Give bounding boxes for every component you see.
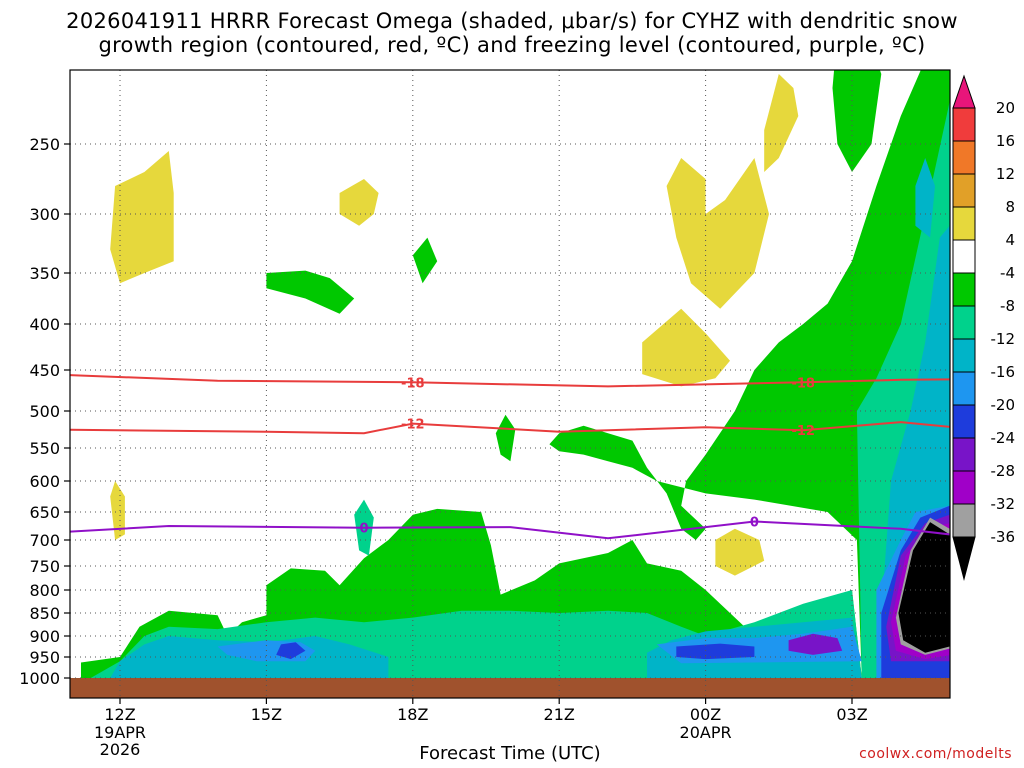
- temperature-contours: -18 -18 -12 -12 0 0: [70, 374, 950, 540]
- omega-region-blue-1: [276, 642, 306, 660]
- credit-link[interactable]: coolwx.com/modelts: [859, 746, 1012, 762]
- y-tick-label: 300: [29, 205, 60, 224]
- omega-region-top-green: [832, 70, 882, 172]
- omega-region-black-core: [898, 522, 950, 653]
- colorbar-label: -8: [1000, 297, 1015, 315]
- x-tick-label: 21Z: [544, 705, 575, 724]
- omega-region-cyan-top: [915, 158, 935, 238]
- y-tick-label: 650: [29, 503, 60, 522]
- colorbar-label: -12: [991, 330, 1016, 348]
- omega-region-small-green-1: [266, 270, 355, 314]
- contour-line: [70, 374, 950, 388]
- omega-region-small-green-2: [412, 237, 438, 284]
- colorbar-swatch: [952, 437, 976, 472]
- contour-label: -18: [791, 376, 815, 391]
- colorbar-swatch: [952, 338, 976, 373]
- x-tick-label: 18Z: [397, 705, 428, 724]
- colorbar-label: -28: [991, 462, 1016, 480]
- colorbar-swatch: [952, 239, 976, 274]
- colorbar: 20 16 12 8 4 -4 -8 -12 -16 -20 -24 -28 -32 -36: [952, 74, 1016, 581]
- colorbar-label: -4: [1000, 264, 1015, 282]
- contour-label: -12: [791, 424, 815, 439]
- y-tick-label: 500: [29, 402, 60, 421]
- grid-lines: [70, 70, 950, 698]
- contour-line: [70, 421, 950, 435]
- colorbar-label: 12: [996, 165, 1015, 183]
- colorbar-swatch: [952, 503, 976, 538]
- colorbar-top-arrow: [952, 74, 976, 109]
- omega-region-yellow-5: [666, 158, 769, 309]
- colorbar-swatch: [952, 107, 976, 142]
- omega-region-yellow-2: [339, 179, 379, 226]
- x-tick-sublabel: 19APR: [94, 723, 146, 742]
- colorbar-label: -16: [991, 363, 1016, 381]
- y-tick-label: 400: [29, 315, 60, 334]
- y-tick-label: 350: [29, 264, 60, 283]
- y-tick-label: 250: [29, 135, 60, 154]
- x-tick-label: 15Z: [251, 705, 282, 724]
- omega-region-yellow-3: [110, 481, 125, 540]
- colorbar-swatch: [952, 404, 976, 439]
- y-tick-label: 600: [29, 472, 60, 491]
- colorbar-label: -36: [991, 528, 1016, 546]
- omega-region-yellow-1: [110, 151, 174, 284]
- ground-bar: [70, 678, 950, 698]
- colorbar-label: 20: [996, 99, 1015, 117]
- y-tick-label: 950: [29, 648, 60, 667]
- contour-label: 0: [750, 516, 759, 531]
- y-tick-label: 700: [29, 531, 60, 550]
- contour-label: -12: [401, 418, 425, 433]
- colorbar-swatch: [952, 305, 976, 340]
- x-tick-label: 00Z: [690, 705, 721, 724]
- colorbar-bottom-arrow: [952, 536, 976, 581]
- y-tick-label: 750: [29, 557, 60, 576]
- y-axis: 250 300 350 400 450 500 550 600 650 700 750 800 850 9…: [19, 135, 70, 688]
- y-tick-label: 800: [29, 581, 60, 600]
- colorbar-swatch: [952, 470, 976, 505]
- x-axis-label: Forecast Time (UTC): [419, 743, 601, 764]
- y-tick-label: 450: [29, 361, 60, 380]
- x-tick-sublabel: 2026: [100, 740, 141, 759]
- omega-region-small-green-3: [495, 414, 516, 462]
- plot-frame: [69, 69, 951, 699]
- omega-region-blue-2: [676, 643, 755, 660]
- colorbar-label: -32: [991, 495, 1016, 513]
- y-tick-label: 550: [29, 439, 60, 458]
- colorbar-label: -20: [991, 396, 1016, 414]
- y-tick-label: 1000: [19, 669, 60, 688]
- omega-region-yellow-6: [764, 74, 799, 172]
- contour-label: -18: [401, 376, 425, 391]
- colorbar-swatch: [952, 173, 976, 208]
- colorbar-swatch: [952, 371, 976, 406]
- colorbar-swatch: [952, 272, 976, 307]
- x-tick-label: 03Z: [836, 705, 867, 724]
- y-tick-label: 850: [29, 604, 60, 623]
- colorbar-swatch: [952, 140, 976, 175]
- chart-title-line-2: growth region (contoured, red, ºC) and f…: [98, 33, 926, 57]
- y-tick-label: 900: [29, 627, 60, 646]
- x-tick-sublabel: 20APR: [680, 723, 732, 742]
- contour-label: 0: [359, 522, 368, 537]
- colorbar-label: 16: [996, 132, 1015, 150]
- colorbar-label: 8: [1005, 198, 1015, 216]
- colorbar-label: -24: [991, 429, 1016, 447]
- omega-region-purple-1: [788, 633, 843, 655]
- colorbar-label: 4: [1005, 231, 1015, 249]
- x-tick-label: 12Z: [104, 705, 135, 724]
- omega-region-yellow-7: [715, 528, 765, 576]
- omega-shading: [70, 70, 950, 698]
- omega-region-yellow-4: [642, 308, 730, 387]
- chart-title-line-1: 2026041911 HRRR Forecast Omega (shaded, …: [66, 9, 958, 33]
- colorbar-swatch: [952, 206, 976, 241]
- contour-line: [70, 520, 950, 540]
